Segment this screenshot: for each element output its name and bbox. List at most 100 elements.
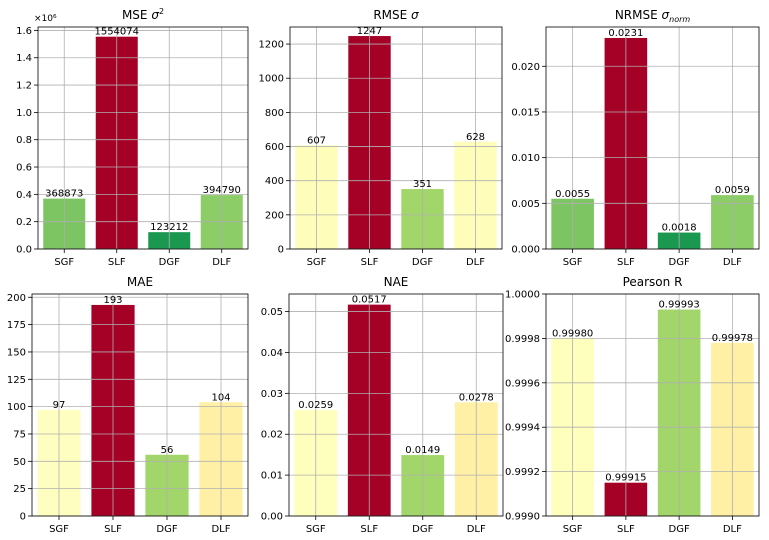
plot-frame <box>545 293 760 517</box>
y-tick-label: 1200 <box>259 40 284 51</box>
y-tick-label: 0.03 <box>261 389 283 400</box>
plot-frame <box>288 293 504 517</box>
x-tick-label: DLF <box>723 257 742 268</box>
value-label: 0.99978 <box>712 333 753 344</box>
value-label: 0.99993 <box>658 300 699 311</box>
value-label: 0.99915 <box>605 473 646 484</box>
y-tick-label: 200 <box>265 210 284 221</box>
y-tick-label: 50 <box>13 457 26 468</box>
value-label: 0.0259 <box>298 400 333 411</box>
y-tick-label: 600 <box>265 142 284 153</box>
y-tick-label: 0.020 <box>511 62 540 73</box>
y-tick-label: 0.2 <box>16 217 32 228</box>
y-tick-label: 100 <box>7 402 26 413</box>
x-tick-label: SLF <box>361 257 379 268</box>
axis-scale-label: ×10⁶ <box>34 14 57 24</box>
value-label: 394790 <box>203 185 241 196</box>
chart-title: NRMSE σnorm <box>615 8 691 24</box>
x-tick-label: SLF <box>104 524 122 535</box>
y-tick-label: 0.00 <box>261 512 283 523</box>
y-tick-label: 1.0 <box>16 108 32 119</box>
y-tick-label: 800 <box>265 108 284 119</box>
chart-panel-6: 0.9990 0.9992 0.9994 0.9996 0.9998 1.0000 SGF S… <box>505 275 760 535</box>
y-tick-label: 400 <box>265 176 284 187</box>
value-label: 607 <box>307 135 326 146</box>
plot-frame <box>545 26 760 250</box>
chart-panel-2: 0 200 400 600 800 1000 1200 SGF SLF DGF DLF 607 1247… <box>259 8 503 268</box>
x-tick-label: SLF <box>360 524 378 535</box>
x-tick-label: SGF <box>54 257 74 268</box>
x-tick-label: SLF <box>617 524 635 535</box>
y-tick-label: 200 <box>7 293 26 304</box>
x-tick-label: SGF <box>563 257 583 268</box>
y-tick-label: 125 <box>7 375 26 386</box>
y-tick-label: 0.02 <box>261 430 283 441</box>
x-tick-label: DLF <box>212 257 231 268</box>
y-tick-label: 0.05 <box>261 307 283 318</box>
value-label: 0.0055 <box>555 189 590 200</box>
x-tick-label: SGF <box>307 257 327 268</box>
y-tick-label: 25 <box>13 484 26 495</box>
y-tick-label: 0.015 <box>511 107 540 118</box>
plot-frame <box>37 26 249 250</box>
y-tick-label: 0.8 <box>16 135 32 146</box>
plot-frame <box>289 26 503 250</box>
y-tick-label: 1.0000 <box>505 290 540 301</box>
y-tick-label: 1.4 <box>16 53 32 64</box>
value-label: 0.0231 <box>608 28 643 39</box>
x-tick-label: DGF <box>159 257 180 268</box>
x-tick-label: DGF <box>669 524 690 535</box>
chart-title: Pearson R <box>623 275 683 289</box>
x-tick-label: DGF <box>412 524 433 535</box>
value-label: 1247 <box>357 26 382 37</box>
chart-panel-1: 0.0 0.2 0.4 0.6 0.8 1.0 1.2 1.4 1.6 SGF SLF DGF DLF 3… <box>16 7 249 268</box>
x-tick-label: DLF <box>723 524 742 535</box>
value-label: 1554074 <box>94 27 139 38</box>
x-tick-label: DGF <box>156 524 177 535</box>
value-label: 0.0059 <box>715 185 750 196</box>
x-tick-label: SLF <box>108 257 126 268</box>
y-tick-label: 0 <box>278 245 284 256</box>
y-tick-label: 150 <box>7 347 26 358</box>
y-tick-label: 75 <box>13 429 26 440</box>
y-tick-label: 0.9994 <box>505 423 540 434</box>
y-tick-label: 0.000 <box>511 245 540 256</box>
x-tick-label: DLF <box>466 257 485 268</box>
plot-frame <box>31 293 249 517</box>
x-tick-label: DGF <box>412 257 433 268</box>
value-label: 104 <box>211 392 230 403</box>
y-tick-label: 0.9992 <box>505 467 540 478</box>
value-label: 628 <box>466 132 485 143</box>
chart-title: MAE <box>127 275 153 289</box>
chart-title: MSE σ2 <box>122 7 164 22</box>
y-tick-label: 1000 <box>259 74 284 85</box>
y-tick-label: 0.005 <box>511 199 540 210</box>
value-label: 351 <box>413 179 432 190</box>
x-tick-label: DLF <box>211 524 230 535</box>
y-tick-label: 1.6 <box>16 26 32 37</box>
y-tick-label: 0 <box>20 512 26 523</box>
value-label: 0.0018 <box>662 223 697 234</box>
chart-title: NAE <box>384 275 409 289</box>
value-label: 0.0517 <box>352 295 387 306</box>
value-label: 0.0278 <box>459 392 494 403</box>
y-tick-label: 0.04 <box>261 348 283 359</box>
y-tick-label: 0.9996 <box>505 378 540 389</box>
x-tick-label: SGF <box>563 524 583 535</box>
value-label: 368873 <box>45 189 83 200</box>
value-label: 123212 <box>150 222 188 233</box>
y-tick-label: 0.9998 <box>505 334 540 345</box>
y-tick-label: 1.2 <box>16 81 32 92</box>
x-tick-label: SGF <box>306 524 326 535</box>
x-tick-label: SGF <box>49 524 69 535</box>
y-tick-label: 0.010 <box>511 153 540 164</box>
x-tick-label: SLF <box>617 257 635 268</box>
chart-panel-4: 0 25 50 75 100 125 150 175 200 SGF SLF DGF DLF 97 193 5… <box>7 275 249 535</box>
x-tick-label: DLF <box>467 524 486 535</box>
chart-title: RMSE σ <box>373 8 419 22</box>
y-tick-label: 0.01 <box>261 471 283 482</box>
value-label: 56 <box>161 445 174 456</box>
y-tick-label: 175 <box>7 320 26 331</box>
value-label: 0.99980 <box>552 328 593 339</box>
